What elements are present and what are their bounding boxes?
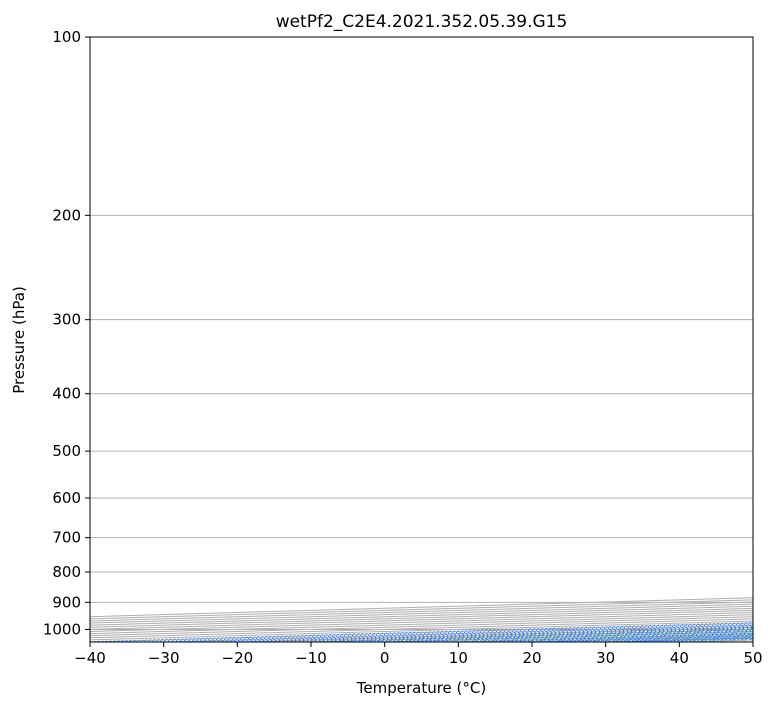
isotherm-line [310,628,753,642]
moist-adiabat [544,635,753,642]
moist-adiabat [660,638,753,642]
isotherm-line [90,614,753,635]
isotherm-line [458,633,753,642]
isotherm-line [90,618,753,639]
dry-adiabat [263,626,753,642]
x-tick-label: −40 [74,649,106,667]
x-tick-label: −10 [295,649,327,667]
dry-adiabat [711,640,753,642]
y-tick-label: 800 [52,563,81,581]
isotherm-line [90,620,753,641]
isotherm-line [90,622,753,642]
moist-adiabat [689,639,753,642]
moist-adiabat [459,632,753,642]
x-tick-label: 0 [380,649,390,667]
moist-adiabat [317,628,753,642]
dry-adiabat [188,624,753,642]
dry-adiabat [636,637,753,642]
y-tick-label: 300 [52,311,81,329]
isotherm-line [90,597,753,618]
x-tick-label: −30 [148,649,180,667]
x-tick-label: 20 [522,649,541,667]
moist-adiabat [573,636,753,642]
y-tick-label: 100 [52,28,81,46]
moist-adiabat [260,626,753,642]
isotherm-line [90,616,753,637]
isotherm-line [90,601,753,622]
isotherm-line [605,637,753,642]
isotherm-line [237,626,753,642]
isotherm-line [90,605,753,626]
y-tick-label: 700 [52,529,81,547]
isotherm-line [90,607,753,628]
moist-adiabat [403,631,753,642]
isotherm-line [163,624,753,642]
dry-adiabat [562,635,753,642]
x-axis-title: Temperature (°C) [356,679,486,697]
dry-adiabat [338,628,753,642]
isotherm-line [90,599,753,620]
moist-adiabat [431,631,753,642]
y-axis: 100 200 300 400 500 600 700 800 900 1000 [43,28,90,638]
dry-adiabat [412,631,753,642]
y-tick-label: 600 [52,489,81,507]
plot-frame [89,36,754,643]
moist-adiabat [346,629,753,642]
x-tick-label: 30 [596,649,615,667]
moist-adiabat [516,634,753,642]
moist-adiabat [602,637,753,642]
x-tick-label: 40 [670,649,689,667]
moist-adiabat [289,627,753,642]
x-axis: −40 −30 −20 −10 0 10 20 30 40 50 [74,642,763,667]
y-tick-label: 1000 [43,620,81,638]
y-tick-label: 900 [52,593,81,611]
y-tick-label: 400 [52,385,81,403]
moist-adiabat [488,633,753,642]
mixing-ratio-line [572,636,753,642]
isotherm-line [384,630,753,642]
background-lines [90,37,753,642]
isotherm-line [90,609,753,630]
dry-adiabat [487,633,753,642]
y-tick-label: 200 [52,206,81,224]
x-tick-label: 10 [449,649,468,667]
isotherm-line [90,612,753,632]
isotherm-line [531,635,753,642]
y-axis-title: Pressure (hPa) [10,286,28,394]
moist-adiabat [374,630,753,642]
y-tick-label: 500 [52,442,81,460]
mixing-ratio-line [131,623,753,642]
x-tick-label: −20 [222,649,254,667]
isotherm-line [752,641,753,642]
isotherm-line [679,639,753,642]
isotherm-line [90,603,753,624]
mixing-ratio-line [599,636,753,642]
x-tick-label: 50 [743,649,762,667]
chart-title: wetPf2_C2E4.2021.352.05.39.G15 [276,12,568,32]
